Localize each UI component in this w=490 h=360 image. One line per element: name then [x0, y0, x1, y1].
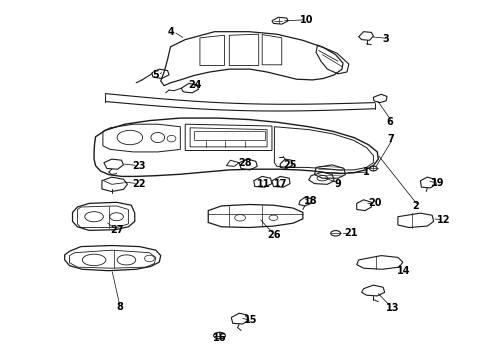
Text: 26: 26	[268, 230, 281, 240]
Text: 13: 13	[386, 303, 400, 313]
Text: 16: 16	[213, 333, 226, 343]
Text: 25: 25	[283, 160, 297, 170]
Text: 19: 19	[431, 178, 445, 188]
Text: 7: 7	[387, 134, 394, 144]
Text: 22: 22	[132, 179, 146, 189]
Text: 2: 2	[413, 201, 419, 211]
Text: 3: 3	[382, 33, 389, 44]
Text: 5: 5	[152, 70, 159, 80]
Text: 20: 20	[368, 198, 382, 208]
Text: 8: 8	[117, 302, 123, 312]
Text: 28: 28	[238, 158, 252, 168]
Text: 12: 12	[437, 215, 451, 225]
Text: 21: 21	[344, 228, 358, 238]
Text: 15: 15	[244, 315, 258, 325]
Text: 10: 10	[300, 15, 314, 25]
Text: 24: 24	[189, 80, 202, 90]
Text: 11: 11	[257, 179, 270, 189]
Text: 4: 4	[168, 27, 174, 37]
Text: 17: 17	[273, 179, 287, 189]
Text: 9: 9	[334, 179, 341, 189]
Text: 6: 6	[386, 117, 393, 127]
Text: 1: 1	[363, 167, 369, 177]
Text: 27: 27	[110, 225, 123, 235]
Text: 18: 18	[304, 196, 318, 206]
Text: 14: 14	[397, 266, 411, 276]
Text: 23: 23	[132, 161, 146, 171]
